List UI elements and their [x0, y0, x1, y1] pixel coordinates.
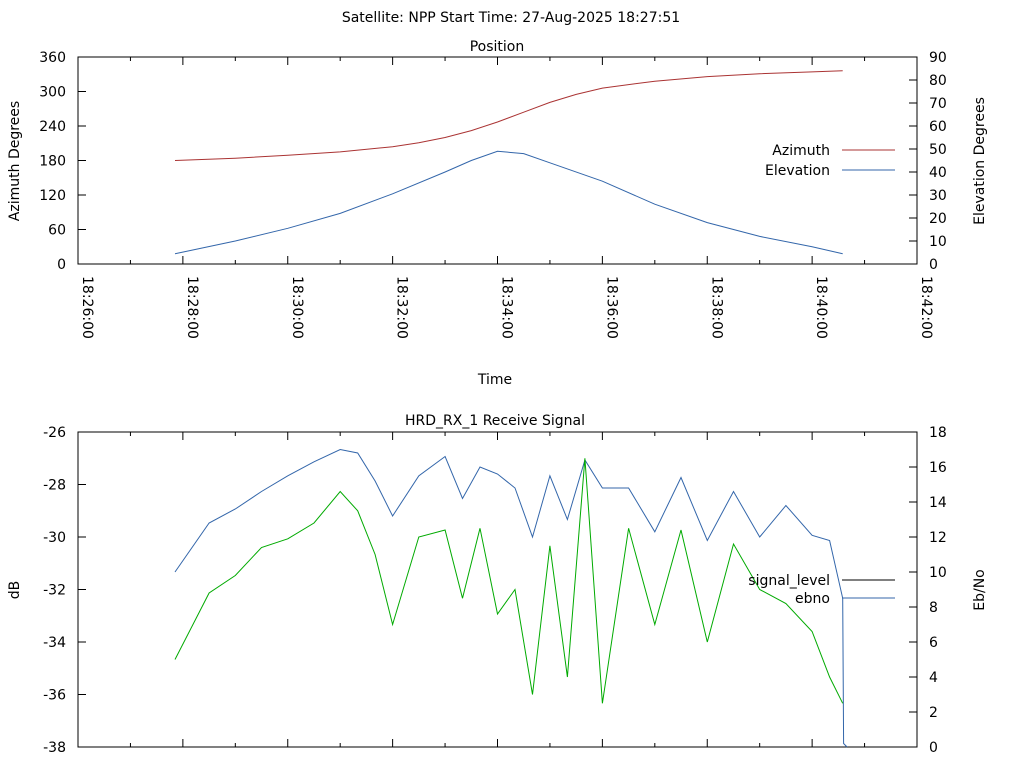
y2-tick-label: 14 [929, 495, 947, 511]
y-tick-label: 120 [39, 188, 66, 204]
x-tick-label: 18:38:00 [708, 276, 724, 339]
y-tick-label: -38 [43, 740, 66, 756]
y2-tick-label: 6 [929, 635, 938, 651]
signal-axes: -38 -36 -34 -32 -30 -28 -26 0 2 4 6 8 10 12 14 16 18 [43, 425, 947, 756]
signal-series [174, 448, 848, 748]
y2-tick-label: 90 [929, 50, 947, 66]
position-plot-frame [77, 56, 918, 265]
signal-chart-title: HRD_RX_1 Receive Signal [405, 413, 585, 429]
y2-tick-label: 16 [929, 460, 947, 476]
y2-tick-label: 4 [929, 670, 938, 686]
x-tick-label: 18:36:00 [603, 276, 619, 339]
y2-tick-label: 30 [929, 188, 947, 204]
y2-tick-label: 10 [929, 234, 947, 250]
x-tick-label: 18:26:00 [79, 276, 95, 339]
signal-plot-frame [77, 431, 918, 748]
position-series [174, 70, 843, 255]
y2-tick-label: 80 [929, 73, 947, 89]
y2-tick-label: 20 [929, 211, 947, 227]
signal-chart: HRD_RX_1 Receive Signal -38-36-34-32-30-… [7, 413, 988, 756]
legend-entry-ebno: ebno [795, 591, 830, 607]
signal-y2-axis-label: Eb/No [972, 569, 988, 611]
x-tick-label: 18:42:00 [918, 276, 934, 339]
y2-tick-label: 8 [929, 600, 938, 616]
y-tick-label: -36 [43, 688, 66, 704]
y2-tick-label: 0 [929, 740, 938, 756]
position-series-line-azimuth [174, 70, 843, 161]
x-tick-label: 18:40:00 [813, 276, 829, 339]
legend-entry-azimuth: Azimuth [772, 143, 830, 159]
position-y-axis-label: Azimuth Degrees [7, 101, 23, 221]
y-tick-label: 180 [39, 154, 66, 170]
position-series-line-elevation [174, 150, 843, 255]
signal-series-line-unnamed-2 [174, 458, 844, 704]
y2-tick-label: 18 [929, 425, 947, 441]
y2-tick-label: 40 [929, 165, 947, 181]
y2-tick-label: 70 [929, 96, 947, 112]
y-tick-label: 240 [39, 119, 66, 135]
position-chart-title: Position [470, 39, 525, 55]
y2-tick-label: 60 [929, 119, 947, 135]
y-tick-label: -28 [43, 478, 66, 494]
y-tick-label: -34 [43, 635, 66, 651]
y-tick-label: 60 [48, 223, 66, 239]
legend-entry-signal-level: signal_level [748, 573, 830, 589]
y-tick-label: 0 [57, 257, 66, 273]
x-tick-label: 18:34:00 [499, 276, 515, 339]
position-y2-axis-label: Elevation Degrees [972, 97, 988, 225]
y-tick-label: 300 [39, 85, 66, 101]
y2-tick-label: 10 [929, 565, 947, 581]
y-tick-label: -26 [43, 425, 66, 441]
signal-series-line-ebno [174, 448, 848, 748]
position-chart: Position 18:26:00 18:28:00 18:30:00 18:32:0… [7, 39, 988, 388]
signal-legend: signal_level ebno [748, 573, 895, 607]
y-tick-label: 360 [39, 50, 66, 66]
y2-tick-label: 50 [929, 142, 947, 158]
y2-tick-label: 12 [929, 530, 947, 546]
position-x-axis-label: Time [477, 372, 512, 388]
position-axes: 18:26:00 18:28:00 18:30:00 18:32:00 18:34:00… [39, 50, 947, 339]
position-legend: Azimuth Elevation [765, 143, 895, 179]
page-title: Satellite: NPP Start Time: 27-Aug-2025 1… [342, 10, 680, 26]
x-tick-label: 18:28:00 [184, 276, 200, 339]
signal-y-axis-label: dB [7, 581, 23, 600]
x-tick-label: 18:32:00 [394, 276, 410, 339]
legend-entry-elevation: Elevation [765, 163, 830, 179]
y-tick-label: -32 [43, 583, 66, 599]
x-tick-label: 18:30:00 [289, 276, 305, 339]
y-tick-label: -30 [43, 530, 66, 546]
y2-tick-label: 0 [929, 257, 938, 273]
y2-tick-label: 2 [929, 705, 938, 721]
